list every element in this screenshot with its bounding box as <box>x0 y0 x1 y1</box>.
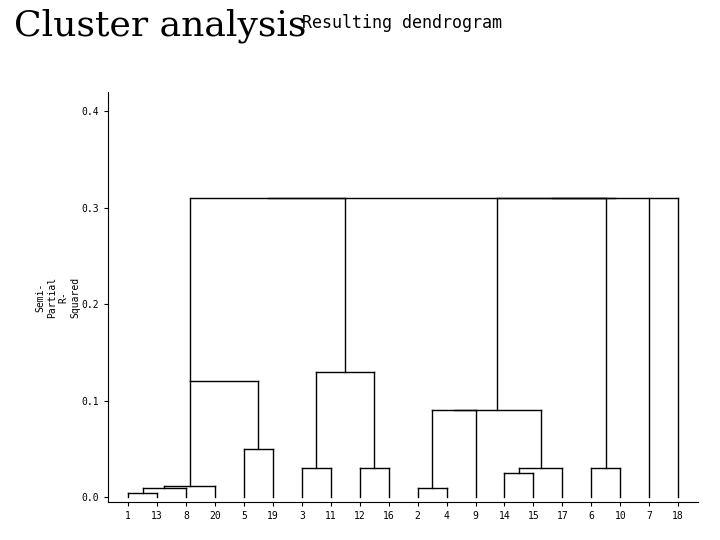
Y-axis label: Semi-
Partial
R-
Squared: Semi- Partial R- Squared <box>35 276 80 318</box>
Text: Resulting dendrogram: Resulting dendrogram <box>302 14 503 31</box>
Text: Cluster analysis: Cluster analysis <box>14 8 307 43</box>
